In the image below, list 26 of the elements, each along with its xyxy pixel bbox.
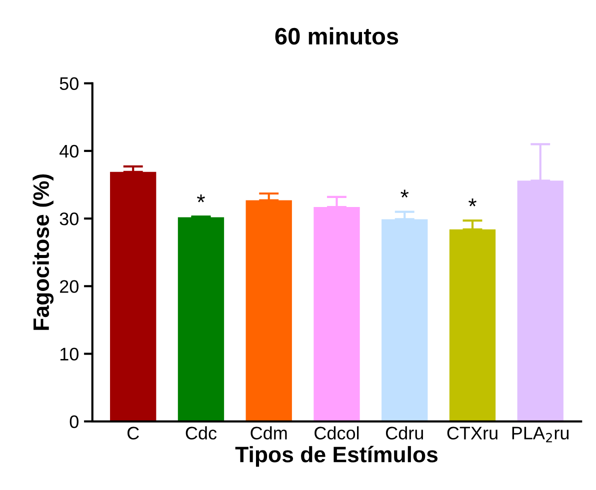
- y-tick-label: 40: [60, 144, 78, 158]
- x-tick-label: C: [128, 426, 139, 440]
- x-tick-label: Cdm: [250, 426, 287, 440]
- x-tick-label: PLA$_{2}$ru: [512, 426, 569, 442]
- x-tick-label: Cdc: [186, 426, 217, 440]
- bar: [178, 217, 224, 422]
- y-axis-title: Fagocitose (%): [32, 174, 54, 330]
- bar: [517, 180, 564, 422]
- x-tick-label: Cdcol: [314, 426, 359, 440]
- annotation: *: [400, 190, 409, 198]
- bar: [449, 229, 496, 422]
- x-tick-label: CTXru: [447, 426, 498, 440]
- y-tick-label: 30: [60, 212, 78, 226]
- x-axis-title: Tipos de Estímulos: [235, 446, 438, 467]
- y-tick-label: 50: [60, 77, 78, 90]
- y-tick-label: 20: [60, 280, 78, 293]
- x-tick-label: Cdru: [386, 426, 423, 440]
- bar: [110, 172, 156, 422]
- chart-title: 60 minutos: [275, 27, 398, 45]
- y-tick-label: 0: [70, 415, 78, 428]
- annotation: *: [468, 198, 476, 206]
- bar: [382, 219, 428, 422]
- bar: [246, 200, 292, 422]
- y-tick-label: 10: [60, 348, 78, 360]
- annotation: *: [197, 194, 205, 202]
- bar: [314, 207, 360, 422]
